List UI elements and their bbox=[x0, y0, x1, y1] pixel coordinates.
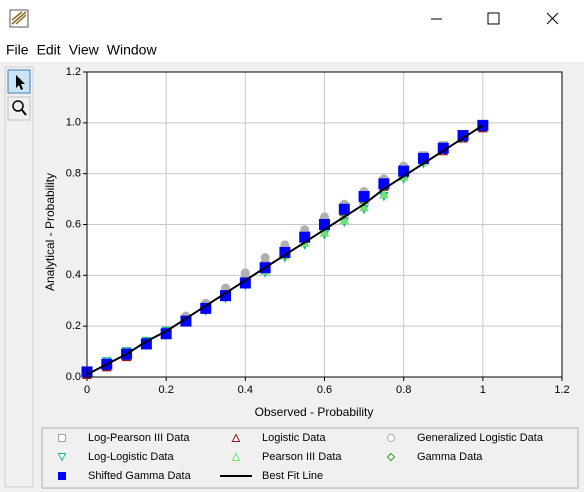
legend-marker bbox=[387, 434, 395, 442]
x-axis-title: Observed - Probability bbox=[255, 405, 374, 419]
legend-marker bbox=[58, 472, 66, 480]
legend-marker bbox=[386, 452, 396, 462]
data-point bbox=[339, 214, 350, 224]
fit-line bbox=[86, 124, 484, 376]
select-tool[interactable] bbox=[7, 69, 31, 94]
x-tick-label: 0 bbox=[84, 384, 90, 396]
title-bar bbox=[0, 0, 584, 38]
y-tick-label: 0.2 bbox=[66, 320, 81, 332]
menu-item: View bbox=[69, 42, 100, 58]
plot-border bbox=[86, 71, 563, 378]
y-tick-label: 0.8 bbox=[66, 168, 81, 180]
data-point bbox=[319, 227, 330, 237]
legend-marker bbox=[231, 433, 241, 442]
menu-item: File bbox=[6, 42, 29, 58]
data-point bbox=[379, 188, 389, 199]
y-tick-label: 1.2 bbox=[66, 66, 81, 78]
zoom-tool[interactable] bbox=[7, 96, 31, 121]
data-point bbox=[260, 253, 270, 263]
x-tick-label: 0.6 bbox=[317, 384, 332, 396]
x-tick-label: 0.4 bbox=[238, 384, 253, 396]
data-point bbox=[358, 191, 370, 203]
y-tick-label: 0.4 bbox=[66, 269, 81, 281]
app-icon bbox=[9, 9, 29, 28]
legend-marker bbox=[57, 453, 67, 462]
maximize-button[interactable] bbox=[487, 12, 500, 25]
data-point bbox=[338, 203, 350, 215]
y-tick-label: 0.6 bbox=[66, 218, 81, 230]
legend-label: Best Fit Line bbox=[262, 470, 323, 482]
x-tick-label: 1 bbox=[480, 384, 486, 396]
x-tick-label: 1.2 bbox=[554, 384, 569, 396]
data-point bbox=[240, 268, 250, 278]
x-tick-label: 0.8 bbox=[396, 384, 411, 396]
y-tick-label: 0.0 bbox=[66, 371, 81, 383]
legend-label: Generalized Logistic Data bbox=[417, 432, 544, 444]
data-point bbox=[359, 201, 369, 212]
x-tick-label: 0.2 bbox=[159, 384, 174, 396]
legend-label: Gamma Data bbox=[417, 451, 483, 463]
legend-label: Pearson III Data bbox=[262, 451, 342, 463]
legend-label: Log-Logistic Data bbox=[88, 451, 174, 463]
legend bbox=[41, 427, 579, 489]
menu-item: Edit bbox=[37, 42, 61, 58]
legend-marker bbox=[231, 452, 241, 461]
legend-label: Logistic Data bbox=[262, 432, 326, 444]
toolbar bbox=[4, 66, 34, 488]
legend-marker bbox=[58, 434, 66, 442]
y-tick-label: 1.0 bbox=[66, 117, 81, 129]
close-button[interactable] bbox=[546, 12, 559, 25]
menu-bar bbox=[0, 38, 584, 62]
y-axis-title: Analytical - Probability bbox=[43, 173, 57, 291]
legend-label: Log-Pearson III Data bbox=[88, 432, 190, 444]
menu-item: Window bbox=[107, 42, 158, 58]
legend-label: Shifted Gamma Data bbox=[88, 470, 192, 482]
